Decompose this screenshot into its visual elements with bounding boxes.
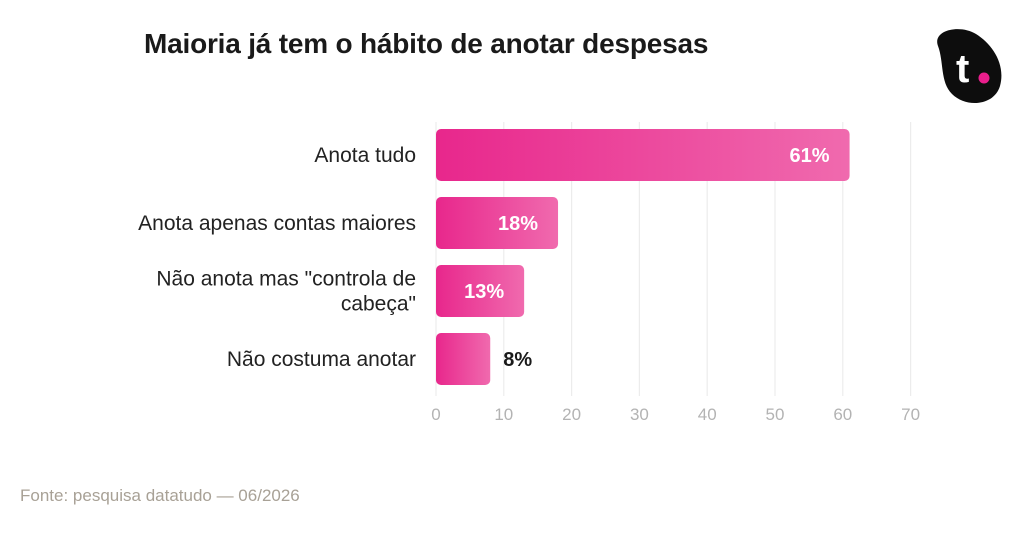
- logo-dot: [978, 72, 990, 84]
- x-tick-label: 40: [698, 405, 717, 424]
- x-tick-label: 70: [901, 405, 920, 424]
- bar: [436, 265, 525, 317]
- x-tick-label: 30: [630, 405, 649, 424]
- source-note: Fonte: pesquisa datatudo — 06/2026: [20, 486, 300, 505]
- x-tick-label: 20: [562, 405, 581, 424]
- bar: [436, 197, 559, 249]
- category-label: Anota tudo: [314, 144, 416, 167]
- data-label: 18%: [498, 213, 538, 235]
- data-label: 8%: [503, 349, 532, 371]
- category-label: Anota apenas contas maiores: [138, 212, 416, 235]
- category-label: Não anota mas "controla de: [156, 268, 416, 291]
- logo-blob: [937, 29, 1002, 104]
- bar: [436, 333, 491, 385]
- bar-chart: 61% 18% 13% 8% Anota tudo Anota apenas conta…: [138, 122, 920, 424]
- category-labels: Anota tudo Anota apenas contas maiores Não…: [138, 144, 416, 371]
- x-tick-label: 50: [766, 405, 785, 424]
- logo-letter: t: [956, 47, 969, 91]
- data-label: 61%: [790, 145, 830, 167]
- x-axis-ticks: 0 10 20 30 40 50 60 70: [431, 405, 920, 424]
- brand-logo-icon: t: [937, 29, 1002, 104]
- category-label: Não costuma anotar: [227, 348, 416, 371]
- bars: 61% 18% 13% 8%: [436, 129, 850, 385]
- x-tick-label: 60: [833, 405, 852, 424]
- x-tick-label: 10: [494, 405, 513, 424]
- data-label: 13%: [464, 281, 504, 303]
- chart-title: Maioria já tem o hábito de anotar despes…: [144, 28, 709, 59]
- category-label: cabeça": [341, 293, 416, 316]
- bar: [436, 129, 850, 181]
- x-tick-label: 0: [431, 405, 440, 424]
